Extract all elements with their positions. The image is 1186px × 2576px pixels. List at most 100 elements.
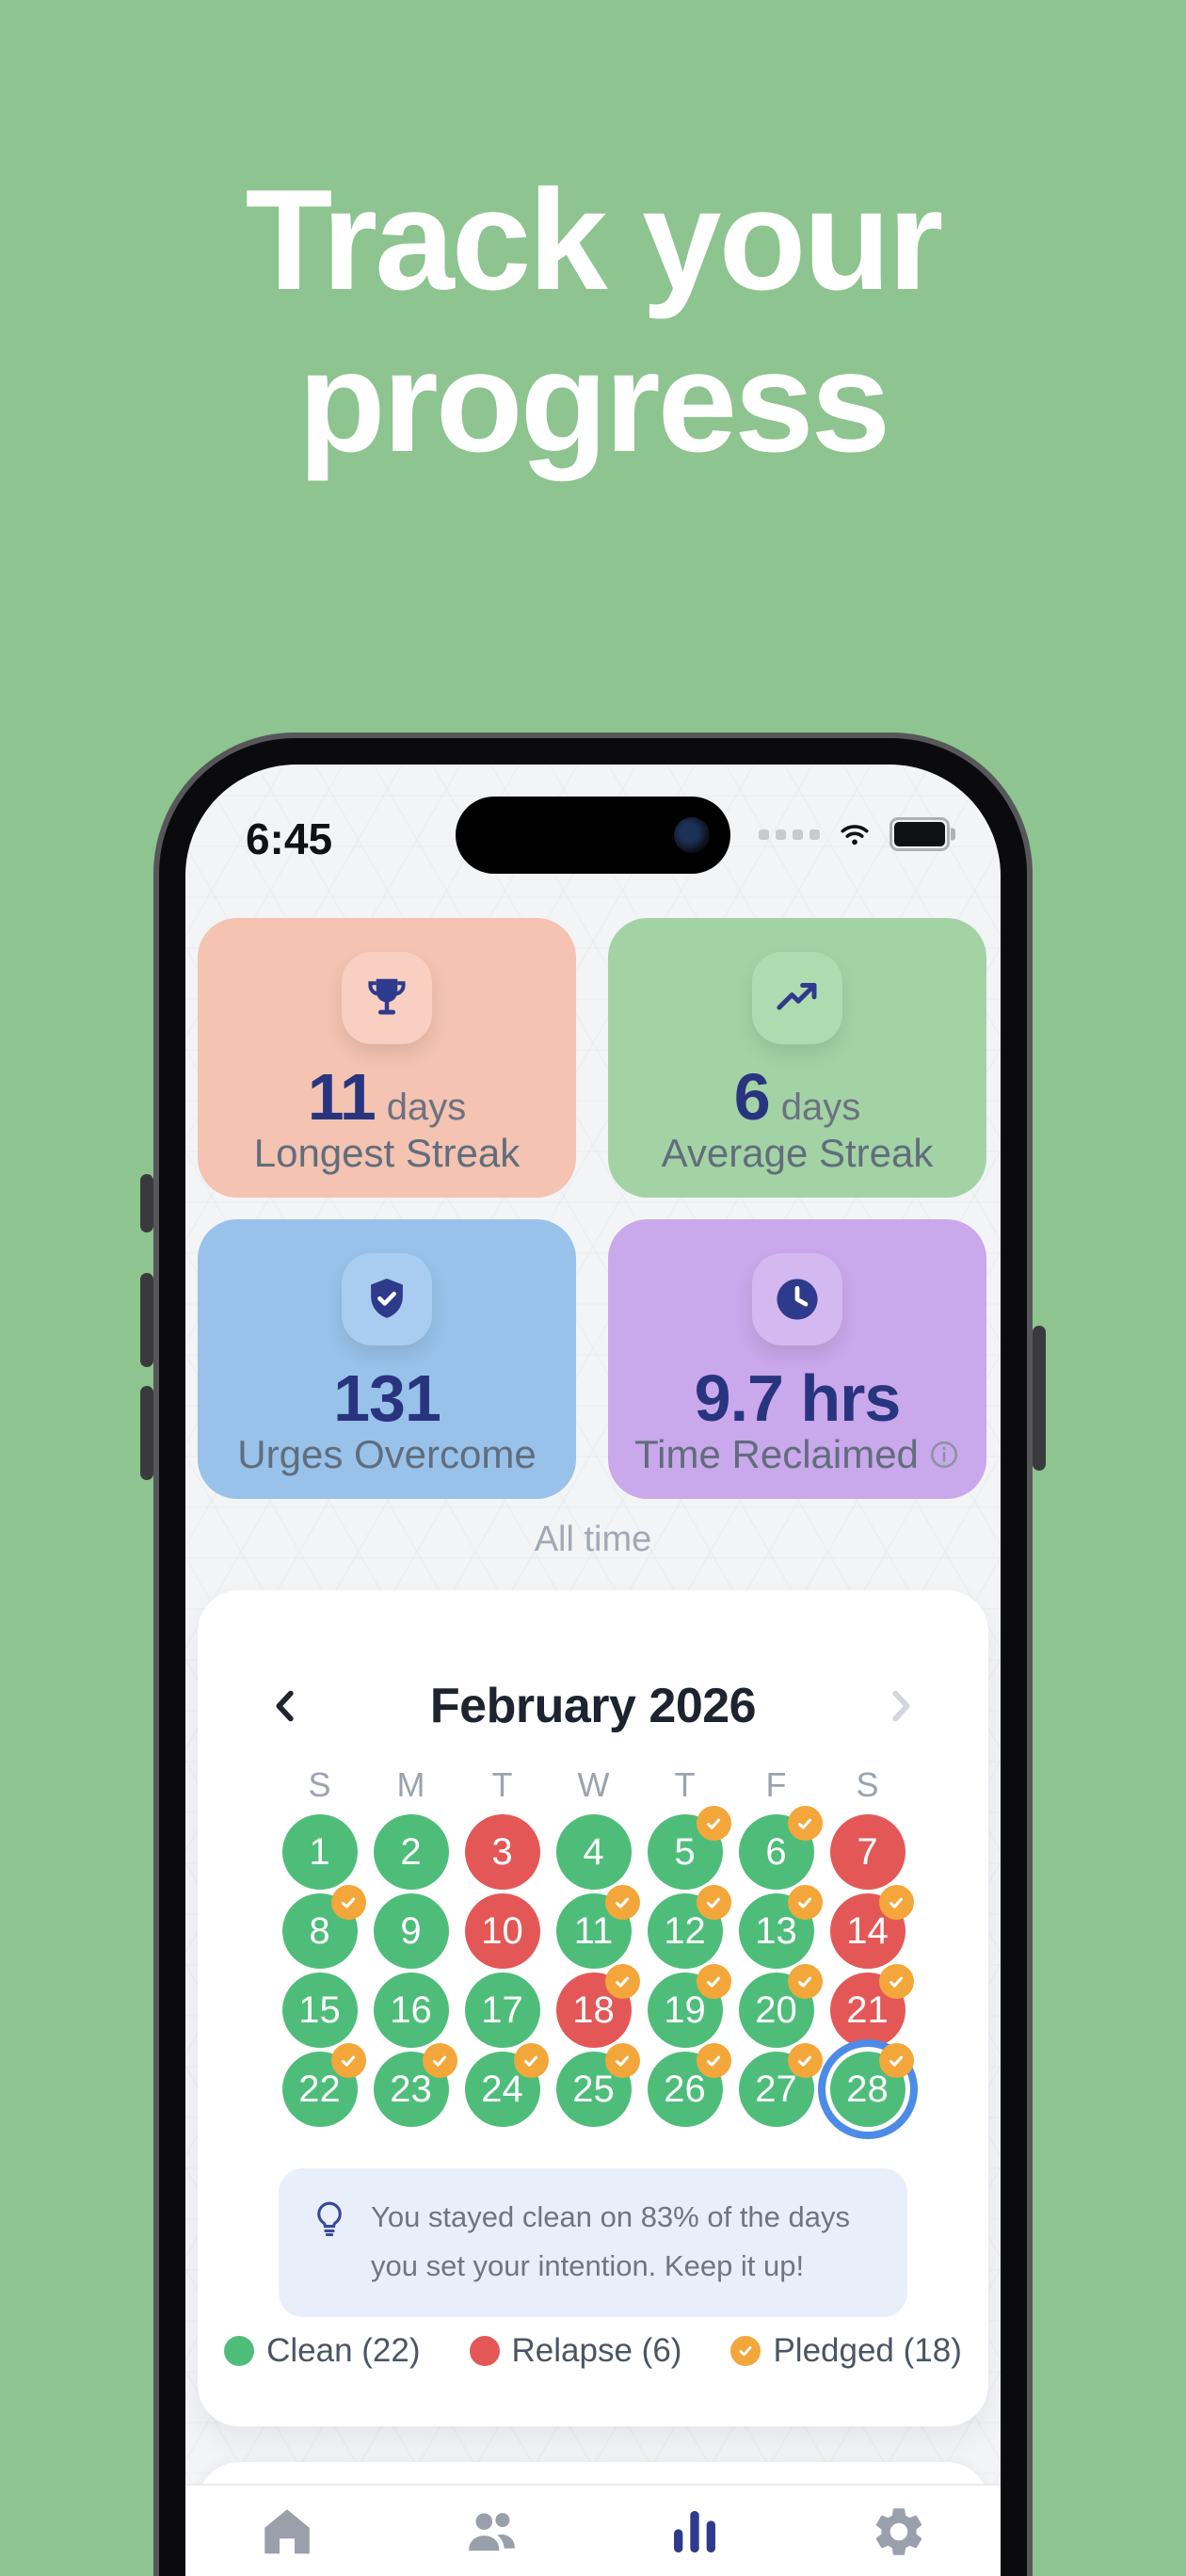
cellular-dots-icon (759, 829, 820, 840)
tab-home[interactable] (185, 2486, 390, 2576)
pledge-badge-icon (696, 2043, 731, 2078)
legend-label: Relapse (6) (511, 2332, 682, 2369)
tab-community[interactable] (390, 2486, 594, 2576)
calendar-day[interactable]: 26 (647, 2043, 731, 2127)
shield-check-icon (342, 1253, 432, 1345)
status-icons (759, 817, 955, 851)
day-number: 25 (555, 2052, 632, 2127)
day-number: 17 (464, 1972, 540, 2048)
calendar-day[interactable]: 10 (464, 1893, 540, 1969)
stat-card: 6 days Average Streak (608, 918, 986, 1198)
calendar-day[interactable]: 3 (464, 1814, 540, 1890)
power-button (1033, 1326, 1046, 1471)
stat-value: 131 (333, 1361, 441, 1435)
calendar-day[interactable]: 22 (281, 2043, 366, 2127)
bar-chart-icon (665, 2503, 724, 2561)
phone-screen: 6:45 11 days Longest Streak 6 days Av (185, 765, 1001, 2576)
calendar-day[interactable]: 21 (829, 1964, 914, 2048)
day-number: 23 (373, 2052, 449, 2127)
day-of-week-label: T (491, 1765, 513, 1804)
phone-mockup: 6:45 11 days Longest Streak 6 days Av (153, 733, 1033, 2576)
insight-text: You stayed clean on 83% of the days you … (371, 2200, 851, 2283)
tab-stats[interactable] (593, 2486, 797, 2576)
calendar-day[interactable]: 2 (373, 1814, 449, 1890)
calendar-day[interactable]: 5 (647, 1806, 731, 1890)
dynamic-island (456, 797, 730, 874)
stat-card: 11 days Longest Streak (198, 918, 576, 1198)
stats-grid: 11 days Longest Streak 6 days Average Streak 1… (198, 918, 988, 1499)
stat-label: Urges Overcome (237, 1432, 537, 1476)
pledge-badge-icon (696, 1885, 731, 1920)
tab-settings[interactable] (797, 2486, 1002, 2576)
next-month-button[interactable] (866, 1662, 934, 1750)
calendar-day[interactable]: 23 (373, 2043, 457, 2127)
legend-dot-icon (730, 2336, 761, 2366)
day-number: 15 (281, 1972, 358, 2048)
calendar-day[interactable]: 24 (464, 2043, 549, 2127)
pledge-badge-icon (787, 1885, 823, 1920)
calendar-day[interactable]: 7 (829, 1814, 906, 1890)
calendar-day[interactable]: 9 (373, 1893, 449, 1969)
calendar-day[interactable]: 16 (373, 1972, 449, 2048)
pledge-badge-icon (878, 1885, 914, 1920)
pledge-badge-icon (696, 1806, 731, 1841)
day-of-week-label: T (674, 1765, 696, 1804)
gear-icon (870, 2503, 928, 2561)
calendar-day[interactable]: 12 (647, 1885, 731, 1969)
calendar-day[interactable]: 17 (464, 1972, 540, 2048)
previous-month-button[interactable] (252, 1662, 320, 1750)
calendar-header: February 2026 (252, 1662, 934, 1750)
calendar-day[interactable]: 14 (829, 1885, 914, 1969)
page-title: Track your progress (0, 160, 1186, 484)
day-number: 24 (464, 2052, 540, 2127)
battery-icon (890, 817, 955, 851)
calendar-day[interactable]: 11 (555, 1885, 640, 1969)
day-of-week-label: S (856, 1765, 879, 1804)
calendar-day[interactable]: 8 (281, 1885, 366, 1969)
calendar-day[interactable]: 6 (738, 1806, 823, 1890)
info-icon[interactable] (928, 1439, 960, 1471)
day-of-week-label: W (577, 1765, 610, 1804)
tab-bar (185, 2484, 1001, 2576)
stat-card: 9.7 hrs Time Reclaimed (608, 1219, 986, 1499)
stat-value: 11 (307, 1060, 377, 1134)
calendar-day[interactable]: 15 (281, 1972, 358, 2048)
stat-label: Time Reclaimed (634, 1432, 919, 1476)
status-time: 6:45 (245, 814, 333, 863)
legend-item: Clean (22) (224, 2332, 421, 2370)
day-number: 4 (555, 1814, 632, 1890)
calendar-day[interactable]: 4 (555, 1814, 632, 1890)
stat-card: 131 Urges Overcome (198, 1219, 576, 1499)
chevron-left-icon (264, 1684, 308, 1728)
day-of-week-label: S (308, 1765, 331, 1804)
pledge-badge-icon (696, 1964, 731, 1999)
day-of-week-label: M (396, 1765, 425, 1804)
day-of-week-label: F (765, 1765, 787, 1804)
stat-unit: days (780, 1087, 861, 1128)
calendar-day[interactable]: 19 (647, 1964, 731, 2048)
legend-label: Pledged (18) (773, 2332, 962, 2369)
legend-label: Clean (22) (266, 2332, 421, 2369)
calendar-day[interactable]: 18 (555, 1964, 640, 2048)
day-number: 7 (829, 1814, 906, 1890)
calendar-days-grid: 1 2 3 4 5 6 7 8 9 10 11 12 13 14 15 16 17 18 19 20 21 22 23 24 2… (274, 1806, 914, 2127)
legend-dot-icon (224, 2336, 255, 2366)
day-number: 21 (829, 1972, 906, 2048)
stat-value: 9.7 hrs (694, 1361, 902, 1435)
trophy-icon (342, 952, 432, 1044)
lightbulb-icon (309, 2193, 350, 2240)
calendar-day[interactable]: 13 (738, 1885, 823, 1969)
stat-unit: days (386, 1087, 467, 1128)
calendar-day[interactable]: 20 (738, 1964, 823, 2048)
action-button (140, 1174, 153, 1232)
calendar-day[interactable]: 1 (281, 1814, 358, 1890)
calendar-day[interactable]: 25 (555, 2043, 640, 2127)
chevron-right-icon (878, 1684, 922, 1728)
day-number: 10 (464, 1893, 540, 1969)
calendar-day[interactable]: 27 (738, 2043, 823, 2127)
calendar-day-selected[interactable]: 28 (829, 2043, 914, 2127)
period-label: All time (534, 1520, 652, 1559)
pledge-badge-icon (422, 2043, 457, 2078)
